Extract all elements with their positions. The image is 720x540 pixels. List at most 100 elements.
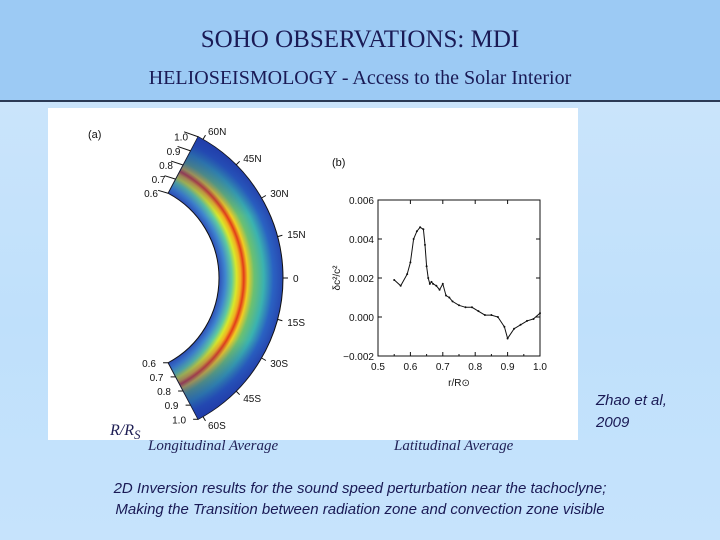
plot-frame bbox=[377, 199, 541, 357]
data-point bbox=[415, 230, 418, 233]
latitude-tick bbox=[235, 160, 241, 166]
radius-tick-top bbox=[183, 131, 199, 138]
radius-tick-top bbox=[170, 160, 184, 166]
y-axis-label: δc²/c² bbox=[332, 265, 343, 291]
data-point bbox=[445, 294, 448, 297]
data-point bbox=[483, 314, 486, 317]
panel-a-shell bbox=[167, 136, 284, 420]
radius-label-top: 0.6 bbox=[144, 189, 158, 200]
latitude-label: 15N bbox=[287, 230, 305, 241]
latitude-label: 15S bbox=[287, 318, 305, 329]
data-point bbox=[435, 284, 438, 287]
slide-subtitle: HELIOSEISMOLOGY - Access to the Solar In… bbox=[148, 67, 572, 89]
panel-b-label: (b) bbox=[332, 157, 345, 169]
helioseismology-figure: (a) 60N 45N 30N 15N 0 15S 30S 45S 60S 1.0 1.0 0.9 0.… bbox=[48, 108, 578, 440]
data-point bbox=[448, 296, 451, 299]
data-point bbox=[422, 228, 425, 231]
data-point bbox=[506, 337, 509, 340]
radius-label-top: 0.9 bbox=[167, 147, 181, 158]
latitude-tick bbox=[277, 234, 283, 238]
x-tick-label: 0.7 bbox=[436, 362, 450, 373]
data-point bbox=[496, 316, 499, 318]
x-tick-label: 1.0 bbox=[533, 362, 547, 373]
latitudinal-average-caption: Latitudinal Average bbox=[394, 438, 514, 454]
data-point bbox=[393, 278, 396, 281]
data-point bbox=[419, 226, 422, 229]
x-tick-label: 0.6 bbox=[403, 362, 417, 373]
data-point bbox=[539, 312, 541, 315]
x-tick-label: 0.8 bbox=[468, 362, 482, 373]
data-point bbox=[425, 265, 428, 268]
data-point bbox=[519, 323, 522, 326]
perturbation-line bbox=[393, 226, 541, 340]
y-tick-label: 0.000 bbox=[349, 313, 374, 324]
latitude-label: 60S bbox=[208, 421, 226, 432]
latitude-tick bbox=[202, 134, 206, 140]
data-point bbox=[464, 306, 467, 309]
radius-tick-top bbox=[164, 175, 176, 180]
data-point bbox=[526, 319, 529, 322]
radius-label-bottom: 0.6 bbox=[142, 359, 156, 370]
longitudinal-average-caption: Longitudinal Average bbox=[148, 438, 279, 454]
y-tick-label: 0.002 bbox=[349, 274, 374, 285]
data-point bbox=[513, 327, 516, 330]
data-point bbox=[532, 317, 535, 320]
latitude-tick bbox=[261, 195, 267, 199]
data-point bbox=[399, 284, 402, 287]
radius-label-bottom: 0.9 bbox=[165, 401, 179, 412]
x-tick-label: 0.9 bbox=[501, 362, 515, 373]
data-point bbox=[423, 243, 426, 246]
latitude-label: 30N bbox=[270, 189, 288, 200]
latitude-label: 30S bbox=[270, 359, 288, 370]
data-point bbox=[490, 314, 493, 317]
radius-tick-top bbox=[157, 189, 169, 194]
latitude-tick bbox=[202, 416, 206, 422]
radius-label-top: 0.8 bbox=[159, 161, 173, 172]
x-tick-label: 0.5 bbox=[371, 362, 385, 373]
latitude-tick bbox=[261, 357, 267, 361]
data-point bbox=[458, 304, 460, 307]
latitude-tick bbox=[277, 318, 283, 322]
citation-year: 2009 bbox=[596, 414, 630, 431]
figure-description: 2D Inversion results for the sound speed… bbox=[0, 478, 720, 520]
latitude-label: 60N bbox=[208, 127, 226, 138]
latitude-label: 45S bbox=[243, 394, 261, 405]
radius-tick-top bbox=[177, 145, 191, 152]
radius-ratio-label: R/RS bbox=[110, 422, 141, 443]
description-line-1: 2D Inversion results for the sound speed… bbox=[113, 480, 607, 497]
data-point bbox=[470, 306, 473, 309]
radius-label-top: 0.7 bbox=[152, 175, 166, 186]
data-point bbox=[438, 288, 441, 291]
data-point bbox=[412, 238, 415, 240]
slide-title: SOHO OBSERVATIONS: MDI bbox=[200, 26, 520, 53]
data-point bbox=[477, 310, 480, 313]
latitude-tick bbox=[235, 390, 241, 396]
y-tick-label: 0.004 bbox=[349, 235, 374, 246]
citation: Zhao et al, 2009 bbox=[596, 390, 706, 434]
radius-label-bottom: 0.7 bbox=[150, 373, 164, 384]
latitude-label: 45N bbox=[243, 154, 261, 165]
data-point bbox=[432, 282, 435, 285]
slide-header: SOHO OBSERVATIONS: MDI HELIOSEISMOLOGY -… bbox=[0, 0, 720, 102]
data-point bbox=[503, 325, 506, 328]
description-line-2: Making the Transition between radiation … bbox=[115, 501, 605, 518]
panel-a-label: (a) bbox=[88, 129, 101, 141]
y-tick-label: 0.006 bbox=[349, 196, 374, 207]
data-point bbox=[406, 273, 409, 276]
data-point bbox=[430, 280, 433, 283]
panel-a-labels: 60N 45N 30N 15N 0 15S 30S 45S 60S 1.0 1.0 0.9 0.9 0.8… bbox=[142, 127, 305, 432]
data-point bbox=[427, 277, 430, 279]
latitude-label: 0 bbox=[293, 274, 299, 285]
panel-b-chart: 0.5 0.6 0.7 0.8 0.9 1.0 −0.002 0.000 0.002 0.004 0… bbox=[332, 196, 547, 389]
radius-label-top: 1.0 bbox=[174, 133, 188, 144]
y-tick-label: −0.002 bbox=[343, 352, 374, 363]
data-point bbox=[409, 261, 412, 264]
radius-label-bottom: 1.0 bbox=[172, 415, 186, 426]
radius-label-bottom: 0.8 bbox=[157, 387, 171, 398]
data-point bbox=[451, 300, 454, 303]
x-axis-label: r/R⊙ bbox=[448, 378, 470, 389]
shell-fade-overlay bbox=[168, 136, 283, 420]
figure-svg: (a) 60N45N30N15N015S30S45S60S1.01.00.90.… bbox=[88, 127, 547, 432]
data-point bbox=[428, 282, 431, 285]
citation-author: Zhao et al, bbox=[596, 392, 667, 409]
